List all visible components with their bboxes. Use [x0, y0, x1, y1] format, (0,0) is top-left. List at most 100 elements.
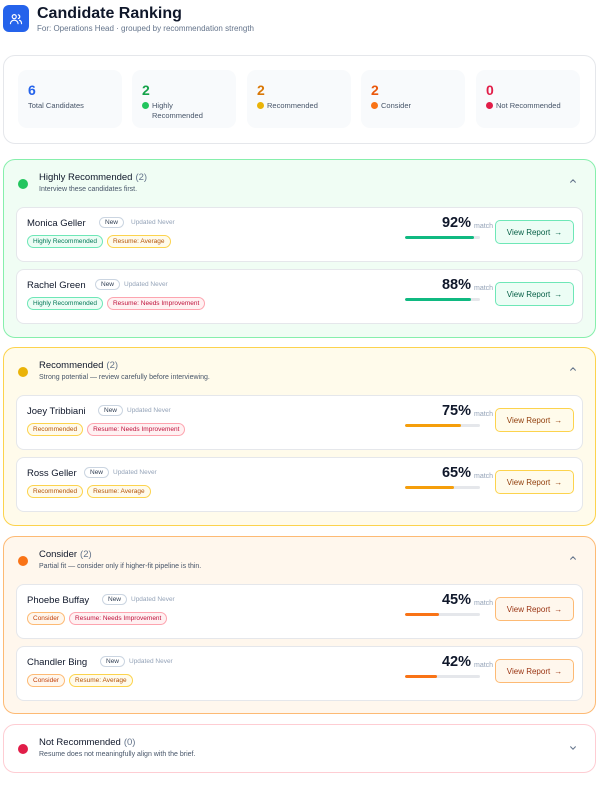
candidate-card: Ross Geller New Updated Never Recommende…: [16, 457, 583, 512]
stat-label: Total Candidates: [28, 101, 84, 110]
status-dot-icon: [486, 102, 493, 109]
chevron-up-icon[interactable]: [569, 365, 577, 373]
candidate-card: Chandler Bing New Updated Never Consider…: [16, 646, 583, 701]
group-count: (2): [80, 549, 92, 560]
view-report-button[interactable]: View Report →: [495, 470, 574, 494]
group-recommended: Recommended (2) Strong potential — review…: [3, 347, 596, 526]
stat-consider: 2 Consider: [361, 70, 465, 128]
match-percent: 88%: [441, 277, 471, 293]
view-report-button[interactable]: View Report →: [495, 597, 574, 621]
candidate-name: Phoebe Buffay: [27, 595, 90, 606]
match-percent: 92%: [441, 215, 471, 231]
group-header[interactable]: Recommended (2) Strong potential — review…: [4, 348, 595, 388]
status-badge: New: [102, 594, 128, 605]
stat-highly-recommended: 2 Highly Recommended: [132, 70, 236, 128]
arrow-right-icon: →: [554, 604, 563, 614]
group-count: (2): [135, 172, 148, 183]
status-dot-icon: [142, 102, 149, 109]
match-bar: [405, 236, 480, 239]
match-bar: [405, 486, 480, 489]
status-badge: New: [98, 405, 124, 416]
resume-badge: Resume: Needs Improvement: [106, 297, 206, 310]
candidate-card: Phoebe Buffay New Updated Never Consider…: [16, 584, 583, 639]
candidate-name: Rachel Green: [27, 280, 86, 291]
group-count: (2): [106, 360, 119, 371]
chevron-down-icon[interactable]: [569, 744, 577, 752]
match-percent: 45%: [441, 592, 471, 608]
arrow-right-icon: →: [554, 666, 563, 676]
group-description: Interview these candidates first.: [39, 186, 138, 193]
stat-label: Highly Recommended: [152, 101, 203, 120]
match-label: match: [474, 285, 494, 292]
candidate-card: Rachel Green New Updated Never Highly Re…: [16, 269, 583, 324]
match-percent: 75%: [441, 403, 471, 419]
recommendation-badge: Consider: [27, 674, 66, 687]
match-percent: 42%: [441, 654, 471, 670]
updated-text: Updated Never: [127, 407, 171, 414]
group-description: Resume does not meaningfully align with …: [39, 751, 196, 758]
updated-text: Updated Never: [131, 596, 175, 603]
stat-value: 6: [28, 82, 36, 98]
candidate-name: Monica Geller: [27, 218, 86, 229]
status-badge: New: [99, 217, 125, 228]
recommendation-badge: Consider: [27, 612, 66, 625]
group-header[interactable]: Consider (2) Partial fit — consider only …: [4, 537, 595, 577]
status-dot-icon: [18, 179, 28, 189]
match-label: match: [474, 411, 494, 418]
match-bar: [405, 424, 480, 427]
stat-label: Consider: [381, 101, 412, 110]
view-report-button[interactable]: View Report →: [495, 408, 574, 432]
match-label: match: [474, 223, 494, 230]
match-bar-fill: [405, 675, 437, 678]
page-subtitle: For: Operations Head · grouped by recomm…: [37, 24, 255, 33]
group-title: Consider: [39, 549, 78, 560]
resume-badge: Resume: Needs Improvement: [69, 612, 168, 625]
stat-label: Not Recommended: [496, 101, 561, 110]
arrow-right-icon: →: [554, 227, 563, 237]
resume-badge: Resume: Average: [69, 674, 133, 687]
updated-text: Updated Never: [124, 281, 168, 288]
recommendation-badge: Recommended: [27, 423, 84, 436]
stat-value: 0: [486, 82, 494, 98]
view-report-button[interactable]: View Report →: [495, 659, 574, 683]
updated-text: Updated Never: [113, 469, 157, 476]
chevron-up-icon[interactable]: [569, 177, 577, 185]
candidate-name: Joey Tribbiani: [27, 406, 86, 417]
users-icon: [3, 5, 29, 32]
recommendation-badge: Highly Recommended: [27, 297, 103, 310]
group-count: (0): [123, 737, 136, 748]
resume-badge: Resume: Needs Improvement: [87, 423, 186, 436]
match-bar: [405, 613, 480, 616]
updated-text: Updated Never: [129, 658, 173, 665]
summary-stats: 6 Total Candidates 2 Highly Recommended …: [3, 55, 596, 144]
status-dot-icon: [18, 556, 28, 566]
match-bar-fill: [405, 236, 474, 239]
candidate-name: Chandler Bing: [27, 657, 88, 668]
stat-value: 2: [257, 82, 265, 98]
match-bar-fill: [405, 298, 471, 301]
view-report-button[interactable]: View Report →: [495, 220, 574, 244]
group-header[interactable]: Highly Recommended (2) Interview these ca…: [4, 160, 595, 200]
group-title: Highly Recommended: [39, 172, 133, 183]
status-dot-icon: [257, 102, 264, 109]
status-badge: New: [95, 279, 121, 290]
group-header[interactable]: Not Recommended (0) Resume does not meani…: [4, 725, 595, 765]
stat-label: Recommended: [267, 101, 318, 110]
candidate-card: Joey Tribbiani New Updated Never Recomme…: [16, 395, 583, 450]
stat-value: 2: [371, 82, 379, 98]
view-report-button[interactable]: View Report →: [495, 282, 574, 306]
arrow-right-icon: →: [554, 415, 563, 425]
match-label: match: [474, 662, 494, 669]
stat-total-candidates: 6 Total Candidates: [18, 70, 122, 128]
group-description: Partial fit — consider only if higher-fi…: [39, 563, 202, 570]
status-dot-icon: [18, 367, 28, 377]
page-header: Candidate Ranking For: Operations Head ·…: [3, 5, 563, 35]
group-consider: Consider (2) Partial fit — consider only …: [3, 536, 596, 714]
status-dot-icon: [371, 102, 378, 109]
status-badge: New: [100, 656, 126, 667]
group-description: Strong potential — review carefully befo…: [39, 374, 210, 381]
chevron-up-icon[interactable]: [569, 554, 577, 562]
group-title: Not Recommended: [39, 737, 121, 748]
match-bar-fill: [405, 613, 439, 616]
match-label: match: [474, 600, 494, 607]
